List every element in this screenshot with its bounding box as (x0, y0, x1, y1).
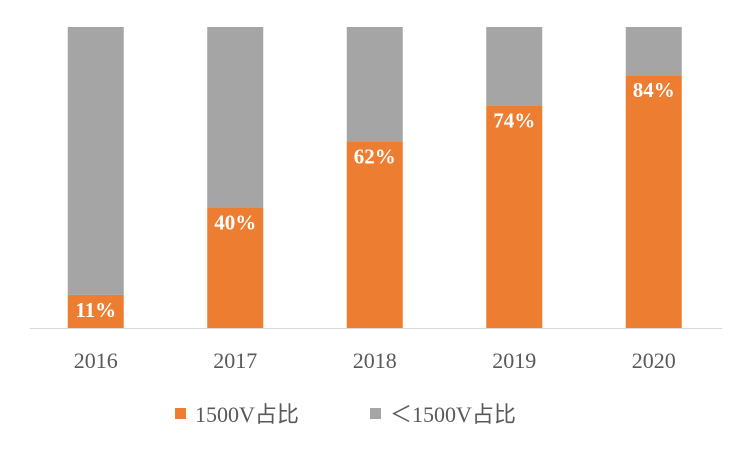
data-label-2019: 74% (493, 108, 535, 132)
bar-below-1500v-2019 (486, 27, 543, 106)
legend-label: 1500V占比 (195, 402, 299, 427)
bar-below-1500v-2016 (67, 27, 124, 295)
x-tick-label-2018: 2018 (353, 348, 397, 373)
x-tick-label-2017: 2017 (213, 348, 257, 373)
bar-below-1500v-2017 (207, 27, 264, 208)
x-tick-label-2016: 2016 (74, 348, 118, 373)
bar-below-1500v-2018 (346, 27, 403, 142)
legend-label: ＜1500V占比 (390, 402, 516, 427)
bar-1500v-2019 (486, 105, 543, 328)
x-tick-label-2019: 2019 (492, 348, 536, 373)
legend-item-1500v: 1500V占比 (175, 397, 299, 429)
bar-1500v-2016 (67, 294, 124, 328)
bar-1500v-2018 (346, 141, 403, 328)
bar-1500v-2020 (625, 75, 682, 328)
legend-swatch-gray (370, 407, 381, 419)
data-label-2018: 62% (354, 144, 396, 168)
legend: 1500V占比 ＜1500V占比 (0, 397, 752, 427)
data-label-2017: 40% (214, 211, 256, 235)
legend-item-below-1500v: ＜1500V占比 (370, 397, 516, 429)
bar-below-1500v-2020 (625, 27, 682, 76)
data-label-2020: 84% (633, 78, 675, 102)
bar-1500v-2017 (207, 207, 264, 328)
legend-swatch-orange (175, 407, 186, 419)
x-tick-label-2020: 2020 (632, 348, 676, 373)
data-label-2016: 11% (75, 298, 116, 322)
